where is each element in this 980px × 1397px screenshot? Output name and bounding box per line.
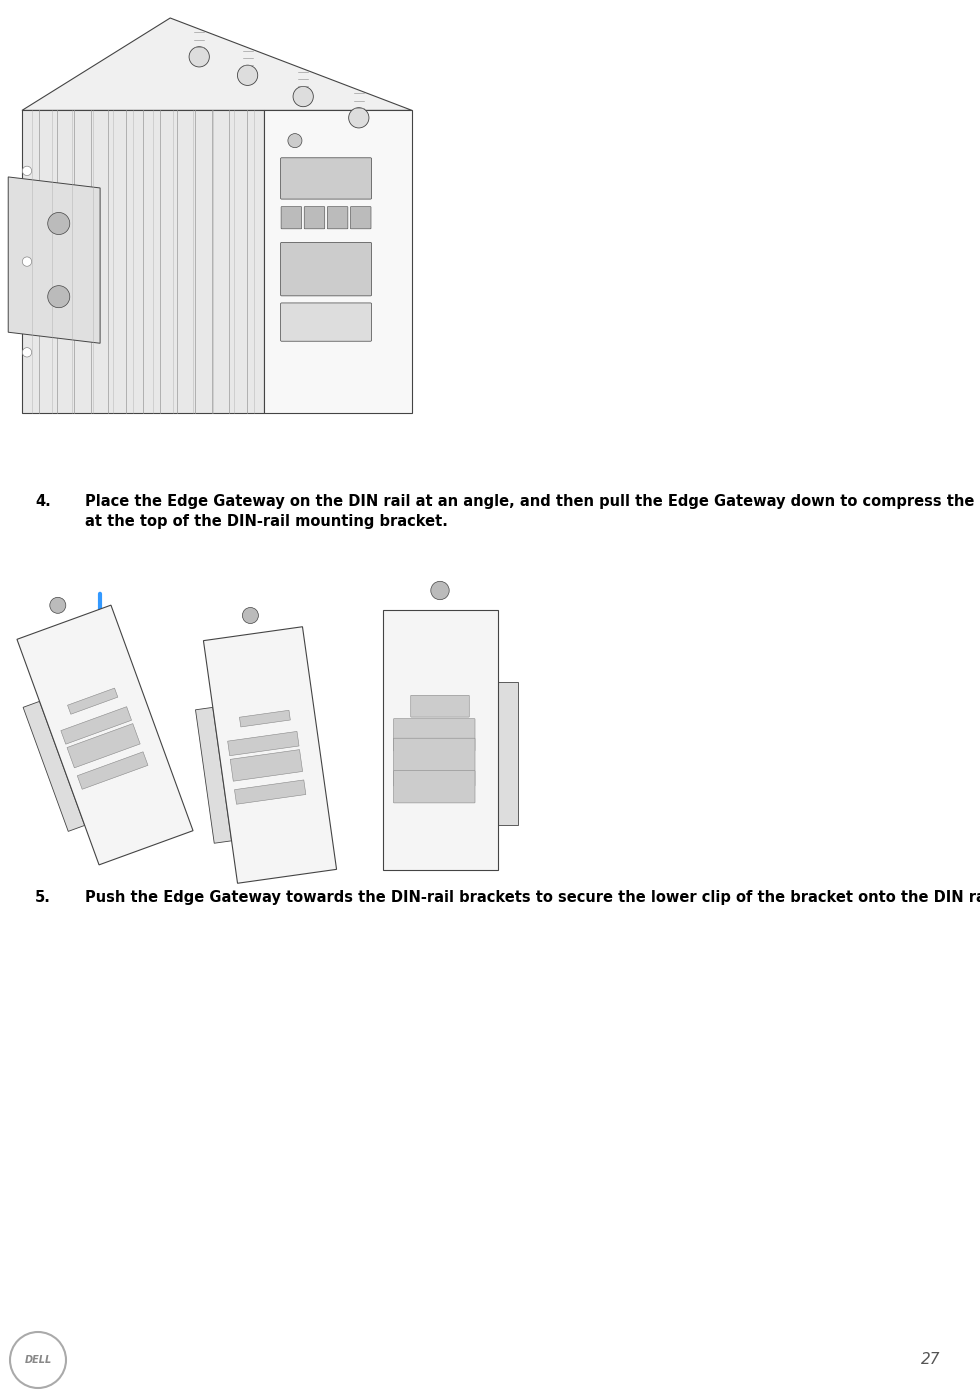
- Polygon shape: [230, 750, 303, 781]
- Polygon shape: [498, 682, 517, 824]
- Polygon shape: [8, 177, 100, 344]
- FancyBboxPatch shape: [281, 207, 302, 229]
- Polygon shape: [17, 605, 193, 865]
- Polygon shape: [234, 780, 306, 805]
- Circle shape: [10, 1331, 66, 1389]
- Circle shape: [23, 166, 31, 176]
- Circle shape: [189, 46, 210, 67]
- Text: DELL: DELL: [24, 1355, 52, 1365]
- FancyBboxPatch shape: [394, 738, 475, 787]
- Text: 27: 27: [920, 1352, 940, 1368]
- FancyBboxPatch shape: [304, 207, 324, 229]
- Polygon shape: [195, 707, 231, 844]
- Circle shape: [288, 134, 302, 148]
- Text: Push the Edge Gateway towards the DIN-rail brackets to secure the lower clip of : Push the Edge Gateway towards the DIN-ra…: [85, 890, 980, 905]
- FancyBboxPatch shape: [394, 771, 475, 803]
- FancyBboxPatch shape: [280, 243, 371, 296]
- Circle shape: [48, 285, 70, 307]
- Circle shape: [23, 348, 31, 358]
- FancyBboxPatch shape: [327, 207, 348, 229]
- Text: 4.: 4.: [35, 495, 51, 509]
- Polygon shape: [227, 732, 299, 756]
- Circle shape: [50, 598, 66, 613]
- FancyBboxPatch shape: [411, 696, 469, 717]
- Text: 5.: 5.: [35, 890, 51, 905]
- Circle shape: [237, 66, 258, 85]
- FancyBboxPatch shape: [280, 158, 371, 200]
- Polygon shape: [239, 710, 290, 726]
- Circle shape: [293, 87, 314, 106]
- Circle shape: [242, 608, 259, 623]
- Polygon shape: [264, 110, 412, 412]
- Polygon shape: [22, 18, 412, 110]
- FancyBboxPatch shape: [351, 207, 371, 229]
- Polygon shape: [382, 610, 498, 870]
- Text: Place the Edge Gateway on the DIN rail at an angle, and then pull the Edge Gatew: Place the Edge Gateway on the DIN rail a…: [85, 495, 980, 529]
- Circle shape: [23, 257, 31, 267]
- Polygon shape: [61, 707, 131, 745]
- Polygon shape: [204, 627, 336, 883]
- Polygon shape: [24, 701, 84, 831]
- Polygon shape: [22, 110, 264, 412]
- Circle shape: [48, 212, 70, 235]
- FancyBboxPatch shape: [394, 718, 475, 752]
- Polygon shape: [67, 724, 140, 768]
- Polygon shape: [77, 752, 148, 789]
- Circle shape: [349, 108, 368, 129]
- Polygon shape: [68, 689, 118, 714]
- FancyBboxPatch shape: [280, 303, 371, 341]
- Circle shape: [431, 581, 449, 599]
